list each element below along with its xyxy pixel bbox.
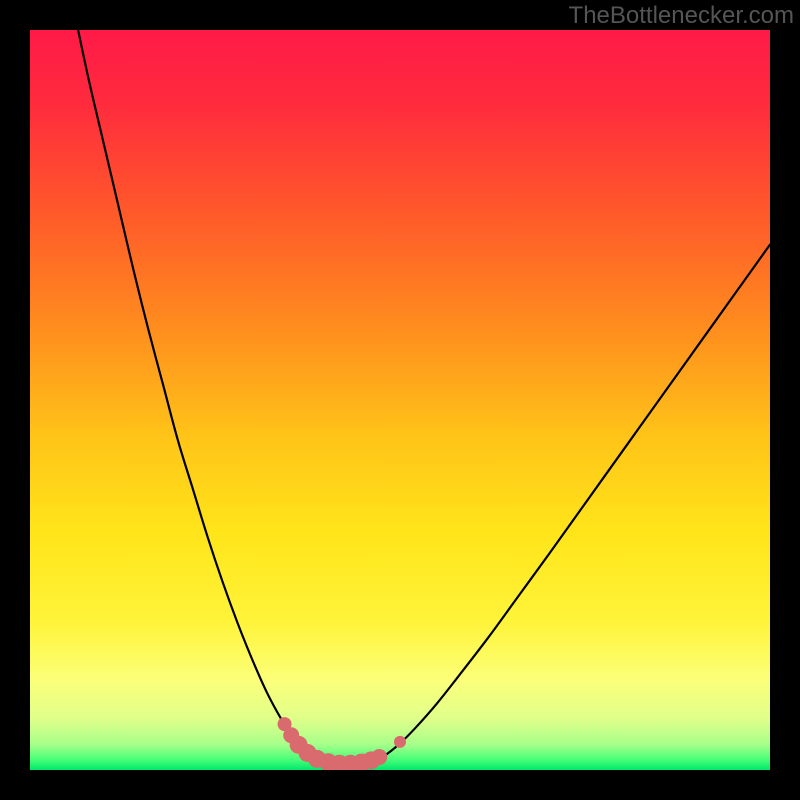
watermark-text: TheBottlenecker.com (569, 2, 794, 30)
valley-marker (394, 736, 406, 748)
figure-container: TheBottlenecker.com (0, 0, 800, 800)
valley-marker (371, 749, 387, 765)
bottleneck-chart (0, 0, 800, 800)
